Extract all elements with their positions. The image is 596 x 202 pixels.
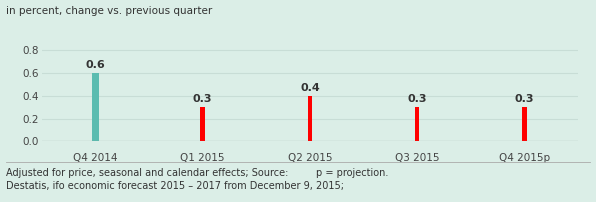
Bar (415, 107, 420, 141)
Bar (92, 73, 98, 141)
Text: 0.3: 0.3 (515, 94, 534, 104)
Bar (522, 107, 527, 141)
Text: p = projection.: p = projection. (316, 168, 388, 178)
Text: Adjusted for price, seasonal and calendar effects; Source:
Destatis, ifo economi: Adjusted for price, seasonal and calenda… (6, 168, 344, 191)
Text: 0.6: 0.6 (85, 60, 105, 70)
Text: 0.3: 0.3 (193, 94, 212, 104)
Bar (308, 96, 312, 141)
Text: in percent, change vs. previous quarter: in percent, change vs. previous quarter (6, 6, 212, 16)
Text: 0.3: 0.3 (408, 94, 427, 104)
Text: 0.4: 0.4 (300, 83, 320, 93)
Bar (200, 107, 205, 141)
